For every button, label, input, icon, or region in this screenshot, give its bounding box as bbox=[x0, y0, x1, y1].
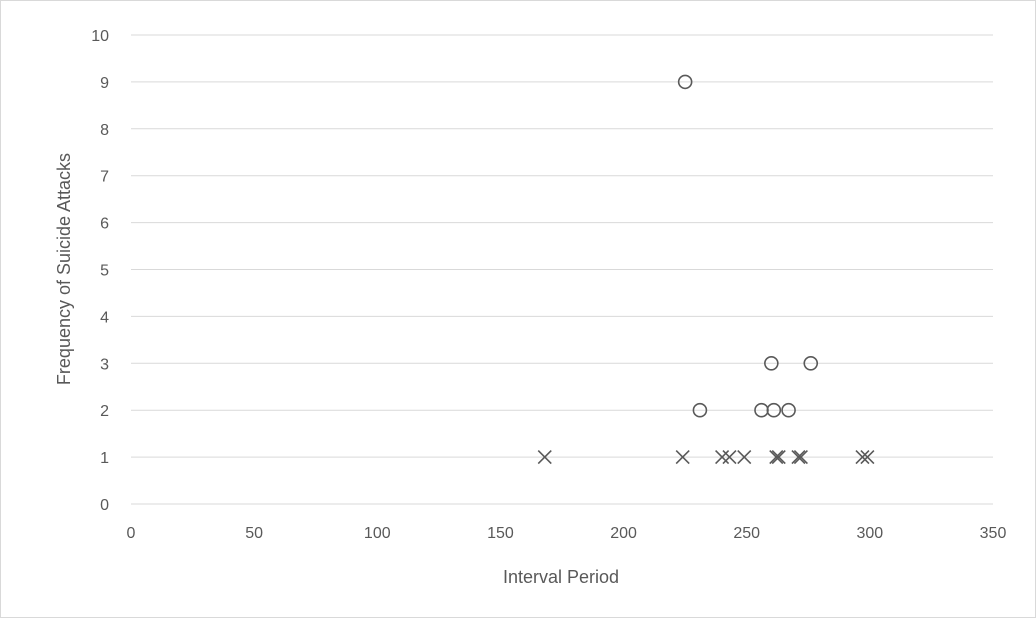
x-tick-label: 100 bbox=[364, 525, 391, 542]
data-point-circle bbox=[766, 402, 782, 418]
x-tick-label: 300 bbox=[857, 525, 884, 542]
data-points bbox=[537, 74, 875, 465]
data-point-x bbox=[675, 450, 690, 465]
x-tick-label: 0 bbox=[127, 525, 136, 542]
data-point-circle bbox=[692, 402, 708, 418]
x-tick-label: 350 bbox=[980, 525, 1007, 542]
x-tick-label: 150 bbox=[487, 525, 514, 542]
data-point-x bbox=[537, 450, 552, 465]
data-point-x bbox=[769, 450, 784, 465]
data-point-x bbox=[860, 450, 875, 465]
x-tick-labels: 0 50 100 150 200 250 300 350 bbox=[127, 525, 1007, 542]
data-point-x bbox=[793, 450, 808, 465]
data-point-x bbox=[722, 450, 737, 465]
data-point-x bbox=[715, 450, 730, 465]
y-tick-label: 6 bbox=[100, 216, 109, 233]
data-point-circle bbox=[803, 355, 819, 371]
y-tick-label: 0 bbox=[100, 497, 109, 514]
y-tick-label: 8 bbox=[100, 122, 109, 139]
y-tick-label: 10 bbox=[91, 28, 109, 45]
y-tick-labels: 0 1 2 3 4 5 6 7 8 9 10 bbox=[91, 28, 109, 514]
x-axis-title: Interval Period bbox=[503, 567, 619, 587]
y-tick-label: 4 bbox=[100, 309, 109, 326]
y-tick-label: 7 bbox=[100, 169, 109, 186]
y-tick-label: 2 bbox=[100, 403, 109, 420]
data-point-x bbox=[791, 450, 806, 465]
data-point-x bbox=[771, 450, 786, 465]
y-tick-label: 3 bbox=[100, 356, 109, 373]
y-tick-label: 5 bbox=[100, 263, 109, 280]
data-point-x bbox=[855, 450, 870, 465]
data-point-circle bbox=[781, 402, 796, 418]
gridlines bbox=[131, 34, 993, 505]
x-tick-label: 200 bbox=[610, 525, 637, 542]
data-point-circle bbox=[677, 74, 693, 90]
y-tick-label: 9 bbox=[100, 75, 109, 92]
x-tick-label: 50 bbox=[245, 525, 263, 542]
data-point-circle bbox=[764, 355, 779, 371]
y-axis-title: Frequency of Suicide Attacks bbox=[54, 153, 74, 385]
x-tick-label: 250 bbox=[733, 525, 760, 542]
data-point-x bbox=[737, 450, 752, 465]
y-tick-label: 1 bbox=[100, 450, 109, 467]
